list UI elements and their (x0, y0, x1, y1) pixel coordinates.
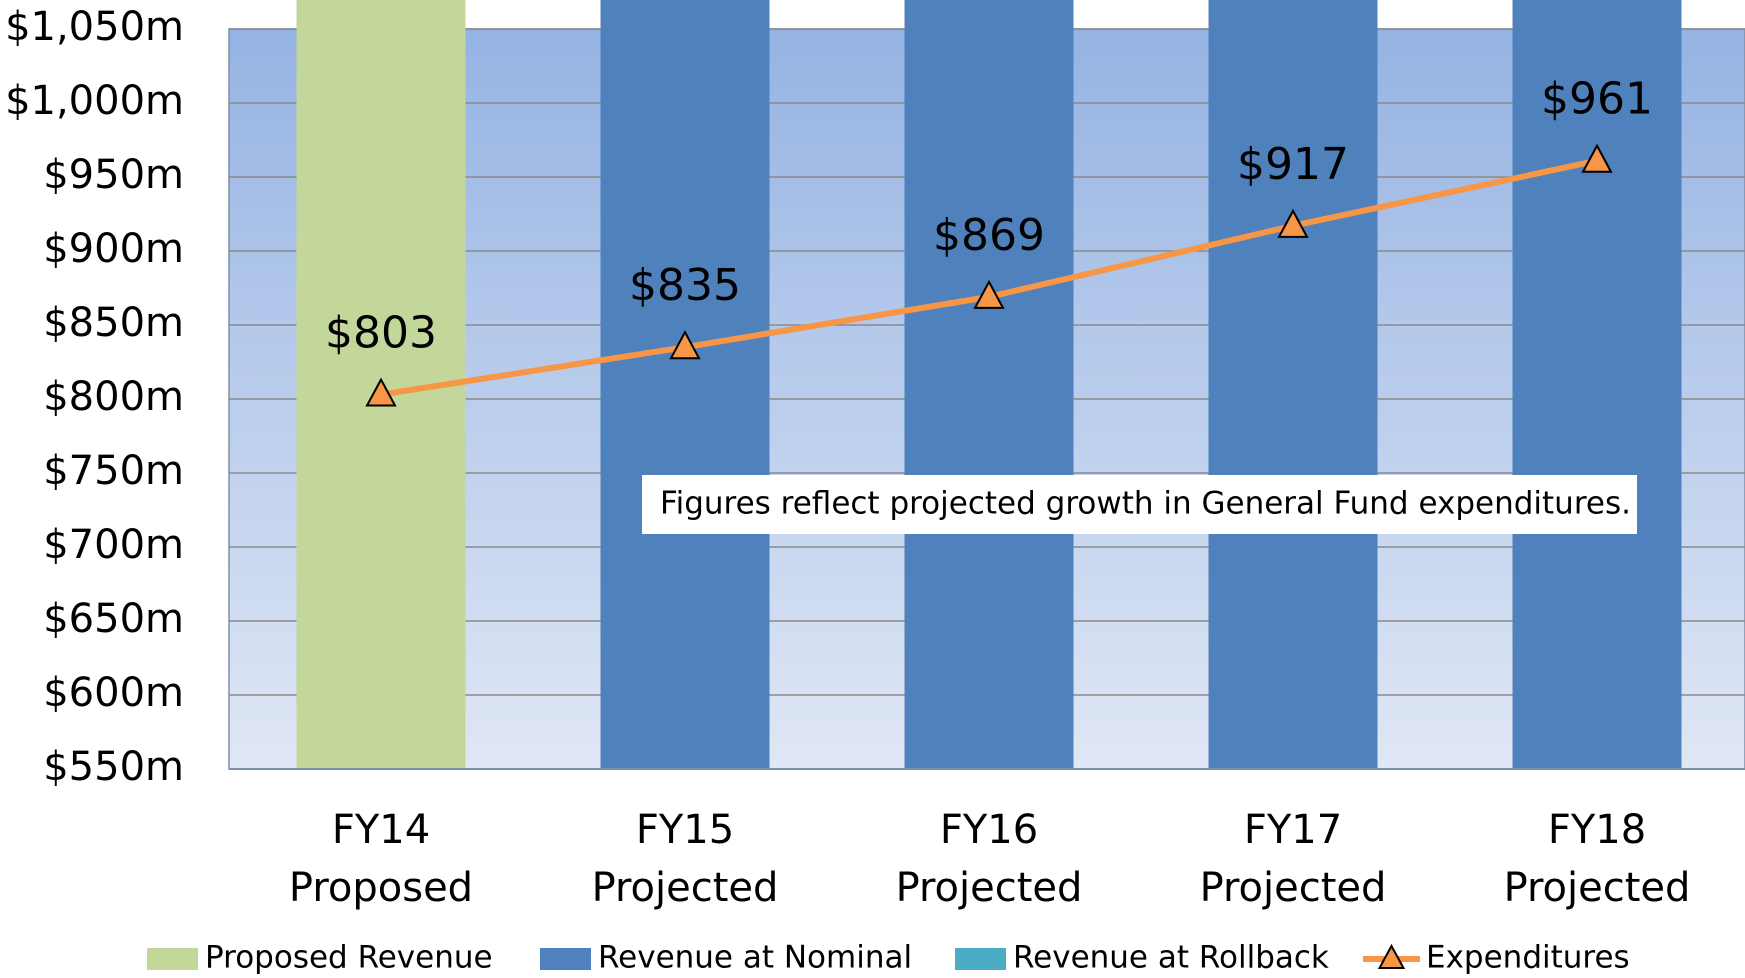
x-tick-label: FY16 (940, 807, 1038, 853)
data-label: $961 (1541, 74, 1653, 125)
legend-label: Revenue at Nominal (598, 940, 912, 976)
legend-swatch (955, 948, 1006, 970)
bar (1512, 0, 1682, 769)
y-tick-label: $900m (43, 226, 184, 272)
y-tick-label: $1,050m (5, 4, 184, 50)
y-tick-label: $800m (43, 374, 184, 420)
bar (1208, 0, 1378, 769)
marker (1581, 143, 1613, 173)
marker (365, 377, 397, 407)
y-tick-label: $1,000m (5, 78, 184, 124)
marker (669, 330, 701, 360)
y-tick-label: $850m (43, 300, 184, 346)
x-tick-label: Projected (896, 865, 1083, 911)
x-tick-label: FY18 (1548, 807, 1646, 853)
y-tick-label: $600m (43, 670, 184, 716)
data-label: $917 (1237, 139, 1349, 190)
y-tick-label: $650m (43, 596, 184, 642)
legend-swatch (540, 948, 591, 970)
x-tick-label: FY17 (1244, 807, 1342, 853)
x-tick-label: Projected (1200, 865, 1387, 911)
x-tick-label: Projected (592, 865, 779, 911)
bar (904, 0, 1074, 769)
y-tick-label: $550m (43, 744, 184, 790)
y-tick-label: $700m (43, 522, 184, 568)
annotation-box (642, 475, 1637, 534)
data-label: $803 (325, 308, 437, 359)
x-tick-label: Projected (1504, 865, 1691, 911)
legend-label: Expenditures (1426, 940, 1630, 976)
x-tick-label: FY15 (636, 807, 734, 853)
data-label: $835 (629, 260, 741, 311)
y-tick-label: $950m (43, 152, 184, 198)
x-tick-label: Proposed (289, 865, 473, 911)
marker (973, 279, 1005, 309)
legend-label: Proposed Revenue (205, 940, 493, 976)
bar (600, 0, 770, 770)
annotation: Figures reflect projected growth in Gene… (660, 486, 1631, 522)
x-tick-label: FY14 (332, 807, 430, 853)
legend-swatch (147, 948, 198, 970)
data-label: $869 (933, 210, 1045, 261)
y-tick-label: $750m (43, 448, 184, 494)
legend-label: Revenue at Rollback (1013, 940, 1329, 976)
legend-marker (1377, 943, 1406, 969)
marker (1277, 208, 1309, 238)
